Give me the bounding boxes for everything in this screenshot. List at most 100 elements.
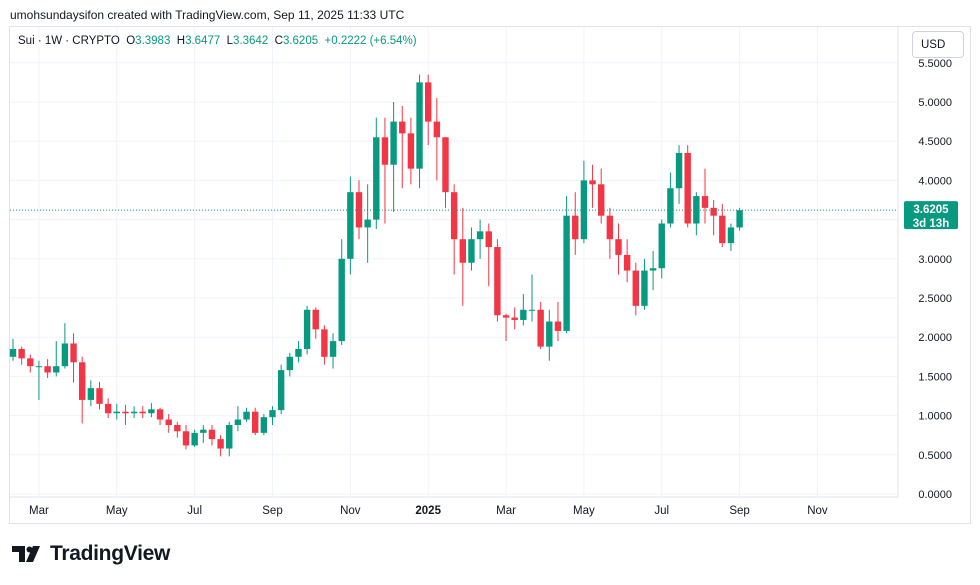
x-tick-label: Jul: [187, 505, 202, 517]
candle[interactable]: [416, 74, 423, 189]
candle[interactable]: [165, 414, 172, 433]
candle[interactable]: [252, 407, 259, 436]
candle[interactable]: [27, 354, 34, 373]
candle-body: [433, 121, 441, 138]
candle[interactable]: [87, 380, 95, 407]
candle-body: [303, 309, 311, 349]
candles-layer: [9, 74, 743, 457]
candle[interactable]: [476, 219, 484, 259]
candle[interactable]: [96, 381, 103, 410]
candle[interactable]: [234, 406, 242, 432]
candle[interactable]: [113, 403, 120, 420]
candle[interactable]: [459, 207, 466, 306]
candle[interactable]: [580, 160, 588, 244]
candle[interactable]: [61, 323, 69, 369]
candle[interactable]: [719, 203, 726, 248]
candle[interactable]: [537, 301, 544, 349]
candle[interactable]: [191, 429, 198, 447]
candle[interactable]: [399, 105, 406, 189]
candle[interactable]: [407, 117, 415, 185]
candle[interactable]: [148, 403, 155, 418]
candle[interactable]: [312, 307, 319, 339]
candle[interactable]: [260, 414, 268, 436]
candle[interactable]: [684, 145, 691, 228]
candle[interactable]: [658, 219, 665, 279]
candle[interactable]: [53, 341, 60, 377]
candle[interactable]: [589, 164, 596, 208]
currency-button[interactable]: USD: [912, 31, 964, 58]
candle[interactable]: [286, 352, 293, 377]
candle[interactable]: [226, 421, 233, 457]
candle[interactable]: [243, 407, 250, 422]
candle[interactable]: [641, 258, 648, 310]
candle[interactable]: [425, 74, 432, 146]
candle[interactable]: [347, 176, 354, 275]
candle[interactable]: [606, 207, 614, 259]
candle-body: [347, 192, 354, 259]
candle[interactable]: [18, 346, 25, 365]
candle[interactable]: [520, 294, 527, 326]
candle[interactable]: [277, 364, 285, 415]
candle[interactable]: [502, 313, 510, 342]
candle[interactable]: [554, 301, 562, 342]
candle[interactable]: [35, 360, 43, 400]
candle[interactable]: [139, 406, 146, 418]
candle[interactable]: [736, 207, 743, 231]
candle[interactable]: [182, 425, 190, 450]
candle-body: [511, 317, 518, 320]
candle-body: [719, 215, 726, 244]
candle-body: [269, 410, 276, 418]
candle[interactable]: [104, 398, 112, 418]
candle[interactable]: [79, 356, 86, 424]
candle[interactable]: [122, 404, 129, 426]
candle[interactable]: [442, 137, 449, 208]
candle[interactable]: [701, 168, 709, 224]
candle[interactable]: [693, 192, 700, 236]
candle[interactable]: [9, 338, 17, 361]
candle[interactable]: [598, 168, 605, 224]
candle[interactable]: [329, 333, 337, 369]
candle[interactable]: [710, 200, 717, 236]
candle[interactable]: [269, 406, 276, 426]
candle[interactable]: [44, 359, 51, 378]
candle[interactable]: [649, 250, 657, 291]
tradingview-logo[interactable]: TradingView: [12, 542, 170, 566]
candle[interactable]: [208, 425, 216, 446]
candle[interactable]: [303, 305, 311, 355]
candle[interactable]: [511, 307, 518, 330]
candle[interactable]: [450, 184, 458, 275]
candle[interactable]: [528, 274, 536, 322]
candle[interactable]: [468, 227, 475, 271]
candle[interactable]: [321, 325, 328, 365]
candle[interactable]: [295, 341, 302, 363]
candle[interactable]: [485, 223, 492, 287]
candle[interactable]: [675, 145, 683, 204]
candle[interactable]: [667, 172, 674, 228]
candle[interactable]: [623, 239, 631, 283]
candle[interactable]: [338, 239, 345, 346]
candle[interactable]: [130, 406, 138, 418]
candle[interactable]: [727, 223, 735, 251]
candle-body: [191, 432, 198, 446]
candle-body: [53, 366, 60, 373]
candle[interactable]: [217, 435, 224, 457]
chart-frame[interactable]: [9, 26, 971, 524]
candle[interactable]: [632, 262, 639, 316]
candle[interactable]: [494, 239, 501, 322]
candle[interactable]: [563, 196, 570, 334]
symbol-label[interactable]: Sui · 1W · CRYPTO: [18, 35, 120, 47]
candle[interactable]: [174, 421, 181, 438]
candle[interactable]: [373, 117, 380, 230]
candle[interactable]: [200, 425, 207, 444]
candle[interactable]: [572, 192, 579, 255]
candle[interactable]: [390, 102, 397, 212]
candle[interactable]: [546, 309, 553, 361]
candle[interactable]: [615, 223, 622, 275]
candle[interactable]: [433, 98, 441, 181]
candle[interactable]: [156, 407, 164, 426]
candle-body: [243, 411, 250, 420]
candle[interactable]: [381, 117, 389, 224]
candle[interactable]: [364, 184, 371, 263]
candle[interactable]: [70, 333, 77, 383]
